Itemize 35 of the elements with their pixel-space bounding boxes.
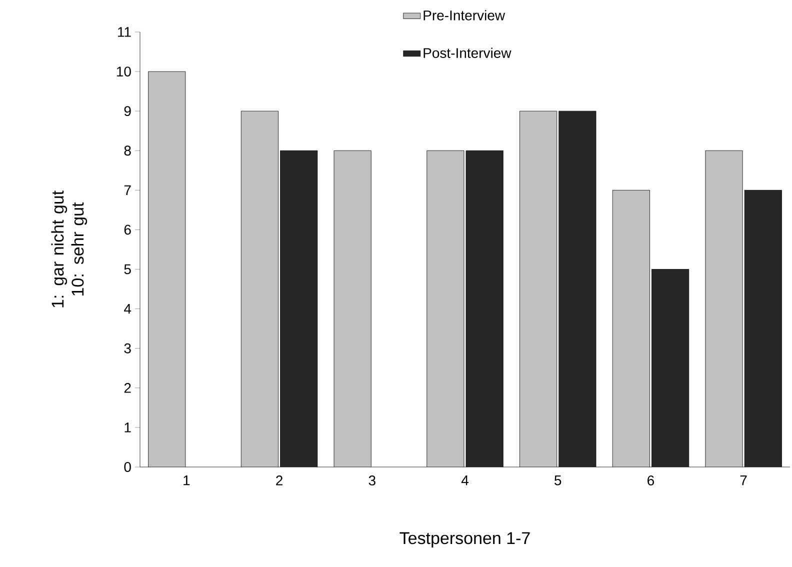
bar xyxy=(612,190,650,467)
bar xyxy=(426,150,464,467)
bar xyxy=(466,150,504,467)
bar xyxy=(705,150,743,467)
bar xyxy=(280,150,318,467)
y-axis-title: 1: gar nicht gut 10: sehr gut xyxy=(51,190,88,308)
y-tick-label: 1 xyxy=(124,422,131,432)
bar xyxy=(520,111,557,467)
x-tick-label: 1 xyxy=(184,476,190,486)
legend-label: Post-Interview xyxy=(424,48,512,58)
y-tick-label: 10 xyxy=(116,66,131,76)
bar xyxy=(334,150,372,467)
y-tick-label: 5 xyxy=(124,264,131,274)
bar xyxy=(652,269,689,467)
legend-label: Pre-Interview xyxy=(424,10,506,20)
y-tick-label: 4 xyxy=(124,304,132,314)
bar xyxy=(558,111,596,467)
x-tick-label: 2 xyxy=(276,476,282,486)
y-tick-label: 8 xyxy=(124,146,131,156)
y-tick-label: 2 xyxy=(124,383,131,393)
x-tick-label: 4 xyxy=(461,476,468,486)
y-tick-label: 7 xyxy=(124,185,131,195)
x-tick-label: 3 xyxy=(368,476,376,486)
y-tick-label: 6 xyxy=(124,224,131,235)
x-axis-title: Testpersonen 1-7 xyxy=(400,532,530,548)
y-tick-label: 0 xyxy=(124,462,131,472)
y-tick-label: 11 xyxy=(118,27,131,37)
y-tick-label: 9 xyxy=(124,106,131,116)
x-tick-label: 7 xyxy=(740,476,747,486)
x-tick-label: 6 xyxy=(648,476,654,486)
bar xyxy=(148,72,186,467)
bar xyxy=(744,190,782,467)
x-tick-label: 5 xyxy=(554,476,562,486)
y-tick-label: 3 xyxy=(124,343,131,354)
bar xyxy=(241,111,278,467)
